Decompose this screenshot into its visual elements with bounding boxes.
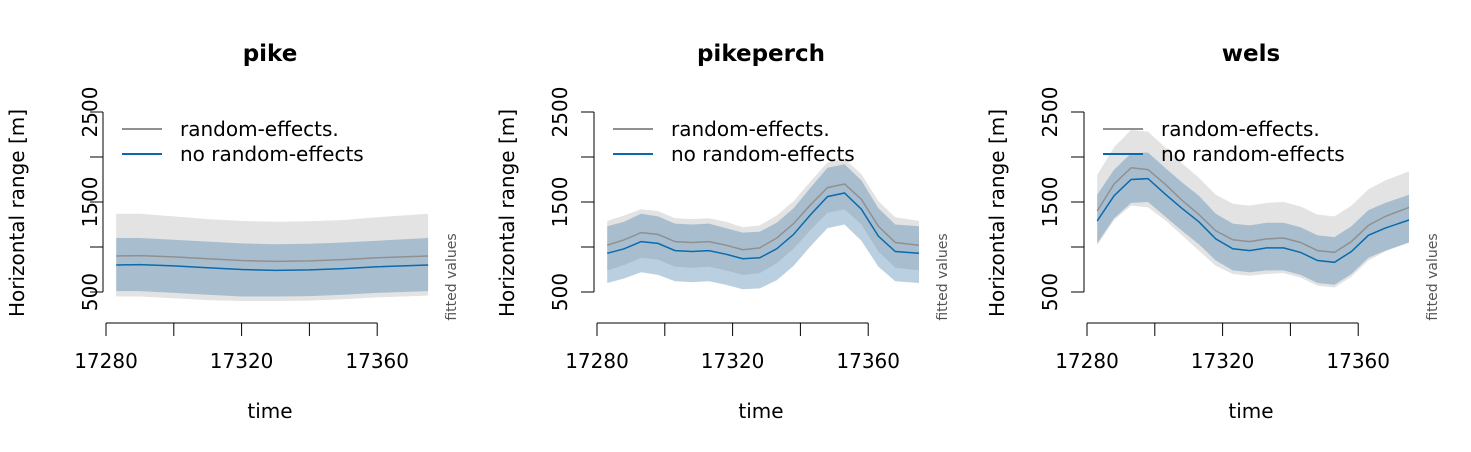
y-tick-label: 1500 xyxy=(548,177,572,228)
panel-pikeperch: pikeperch 500 1500 2500 17280 17320 17360 time H… xyxy=(495,41,951,423)
y-tick-label: 1500 xyxy=(78,177,102,228)
x-tick-label: 17360 xyxy=(836,349,900,373)
x-tick-label: 17280 xyxy=(1055,349,1119,373)
random-effects-line xyxy=(606,183,920,251)
y-tick-label: 500 xyxy=(1038,273,1062,311)
side-label: fitted values xyxy=(1425,233,1441,320)
x-tick-label: 17320 xyxy=(210,349,274,373)
y-axis-label: Horizontal range [m] xyxy=(5,109,29,317)
legend-entry: random-effects. xyxy=(180,117,339,141)
y-axis-label: Horizontal range [m] xyxy=(495,109,519,317)
panel-wels: wels 500 1500 2500 17280 17320 17360 time Horizo… xyxy=(985,41,1441,423)
panel-pike: pike 500 1500 2500 17280 17320 17360 time Horizo… xyxy=(5,41,460,423)
no-random-effects-line xyxy=(1096,177,1410,264)
x-axis-label: time xyxy=(1228,399,1273,423)
legend-entry: random-effects. xyxy=(671,117,830,141)
x-tick-label: 17360 xyxy=(345,349,409,373)
y-axis-label: Horizontal range [m] xyxy=(985,109,1009,317)
x-tick-label: 17320 xyxy=(1191,349,1255,373)
x-axis-label: time xyxy=(738,399,783,423)
y-tick-label: 500 xyxy=(548,273,572,311)
x-tick-label: 17280 xyxy=(74,349,138,373)
random-effects-line xyxy=(1096,167,1410,254)
x-tick-label: 17280 xyxy=(565,349,629,373)
y-tick-label: 2500 xyxy=(548,87,572,138)
no-random-effects-line xyxy=(607,192,920,260)
random-effects-band xyxy=(1097,130,1409,288)
y-tick-label: 1500 xyxy=(1038,177,1062,228)
random-effects-band xyxy=(607,158,919,275)
y-tick-label: 500 xyxy=(78,273,102,311)
x-tick-label: 17360 xyxy=(1326,349,1390,373)
side-label: fitted values xyxy=(444,233,460,320)
no-random-effects-line xyxy=(116,263,429,272)
legend-entry: random-effects. xyxy=(1161,117,1320,141)
no-random-effects-band xyxy=(607,164,919,290)
y-tick-label: 2500 xyxy=(78,87,102,138)
panel-title: pike xyxy=(243,41,298,67)
panel-title: pikeperch xyxy=(697,41,825,67)
no-random-effects-band xyxy=(116,238,429,297)
legend-entry: no random-effects xyxy=(180,142,364,166)
random-effects-line xyxy=(116,254,429,263)
x-axis-label: time xyxy=(247,399,292,423)
legend-entry: no random-effects xyxy=(1161,142,1345,166)
random-effects-band xyxy=(116,213,429,301)
x-tick-label: 17320 xyxy=(701,349,765,373)
panel-title: wels xyxy=(1222,41,1280,67)
legend-entry: no random-effects xyxy=(671,142,855,166)
side-label: fitted values xyxy=(935,233,951,320)
y-tick-label: 2500 xyxy=(1038,87,1062,138)
